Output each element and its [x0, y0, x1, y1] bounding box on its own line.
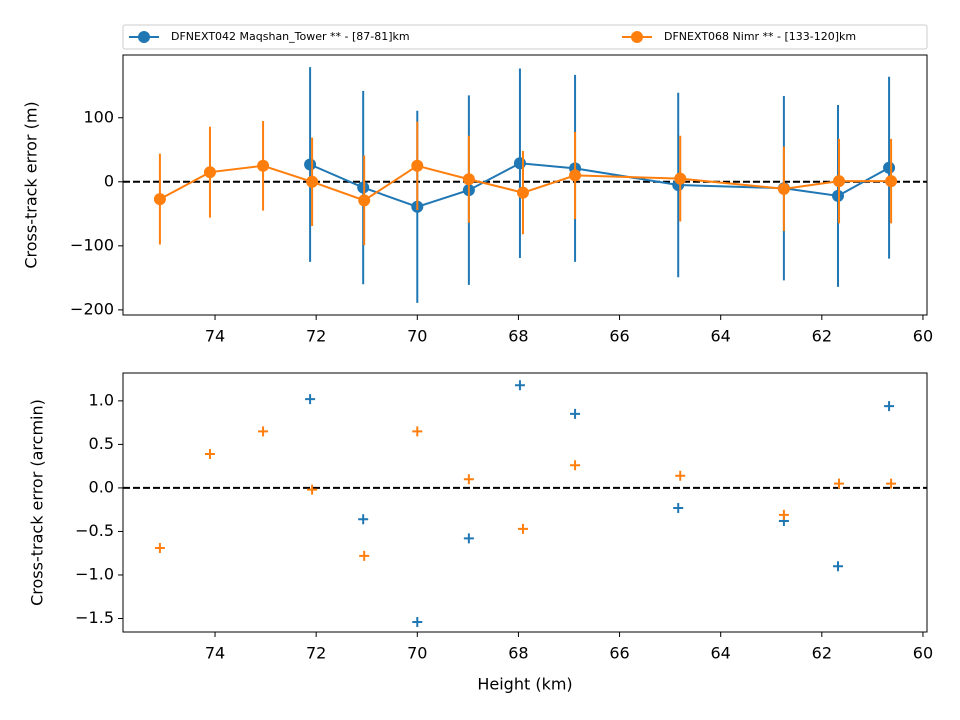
data-point — [358, 514, 369, 525]
data-point — [203, 166, 216, 179]
data-point — [204, 448, 215, 459]
legend-marker — [138, 31, 150, 43]
legend-label: DFNEXT068 Nimr ** - [133-120]km — [664, 30, 856, 43]
x-tick-label: 64 — [711, 644, 731, 663]
x-tick-label: 62 — [812, 644, 832, 663]
data-point — [412, 426, 423, 437]
data-point — [358, 194, 371, 207]
data-point — [306, 175, 319, 188]
x-tick-label: 62 — [812, 327, 832, 346]
data-point — [463, 474, 474, 485]
y-axis-label: Cross-track error (arcmin) — [28, 399, 47, 606]
data-point — [832, 189, 845, 202]
y-tick-label: −1.0 — [75, 564, 114, 583]
data-point — [304, 158, 317, 171]
plot-frame — [122, 372, 928, 633]
data-point — [833, 561, 844, 572]
data-point — [570, 408, 581, 419]
x-tick-label: 70 — [407, 327, 427, 346]
x-tick-label: 68 — [508, 644, 528, 663]
x-tick-label: 70 — [407, 644, 427, 663]
data-point — [513, 157, 526, 170]
x-tick-label: 66 — [609, 327, 629, 346]
data-point — [153, 193, 166, 206]
x-tick-label: 74 — [205, 327, 225, 346]
legend-marker — [631, 31, 643, 43]
y-tick-label: −100 — [70, 235, 114, 254]
x-tick-label: 60 — [913, 327, 933, 346]
data-point — [412, 616, 423, 627]
data-point — [674, 172, 687, 185]
data-point — [258, 426, 269, 437]
y-tick-label: 0 — [104, 171, 114, 190]
y-tick-label: 0.5 — [89, 434, 114, 453]
y-tick-label: −0.5 — [75, 521, 114, 540]
data-point — [834, 478, 845, 489]
y-tick-label: 0.0 — [89, 477, 114, 496]
data-point — [154, 542, 165, 553]
data-point — [307, 484, 318, 495]
y-tick-label: 1.0 — [89, 390, 114, 409]
data-point — [778, 509, 789, 520]
data-point — [516, 186, 529, 199]
y-tick-label: −1.5 — [75, 608, 114, 627]
data-point — [357, 181, 370, 194]
data-point — [884, 401, 895, 412]
x-tick-label: 66 — [609, 644, 629, 663]
x-tick-label: 68 — [508, 327, 528, 346]
data-point — [675, 470, 686, 481]
data-point — [514, 380, 525, 391]
y-tick-label: 100 — [83, 107, 114, 126]
plot-frame — [122, 54, 928, 316]
legend-label: DFNEXT042 Maqshan_Tower ** - [87-81]km — [171, 30, 410, 43]
data-point — [305, 394, 316, 405]
series-line — [309, 162, 890, 208]
data-point — [257, 159, 270, 172]
y-tick-label: −200 — [70, 299, 114, 318]
data-point — [886, 478, 897, 489]
data-point — [673, 502, 684, 513]
x-tick-label: 60 — [913, 644, 933, 663]
data-point — [517, 523, 528, 534]
data-point — [462, 173, 475, 186]
x-tick-label: 64 — [711, 327, 731, 346]
data-point — [359, 550, 370, 561]
legend-frame — [122, 24, 928, 50]
data-point — [777, 182, 790, 195]
y-axis-label: Cross-track error (m) — [22, 101, 41, 268]
data-point — [569, 169, 582, 182]
data-point — [570, 460, 581, 471]
x-tick-label: 74 — [205, 644, 225, 663]
data-point — [883, 161, 896, 174]
x-axis-label: Height (km) — [477, 675, 572, 694]
data-point — [411, 159, 424, 172]
data-point — [463, 533, 474, 544]
data-point — [885, 175, 898, 188]
x-tick-label: 72 — [306, 327, 326, 346]
x-tick-label: 72 — [306, 644, 326, 663]
data-point — [833, 175, 846, 188]
